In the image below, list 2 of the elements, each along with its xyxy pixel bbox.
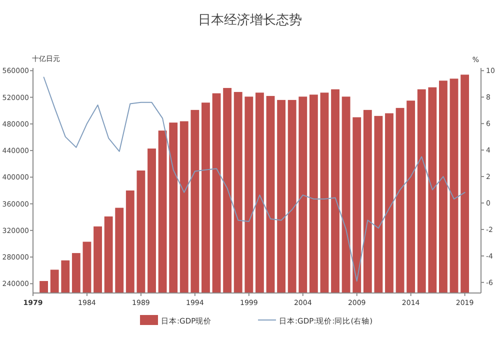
title: 日本经济增长态势 [198, 13, 302, 28]
line-series [43, 76, 466, 282]
